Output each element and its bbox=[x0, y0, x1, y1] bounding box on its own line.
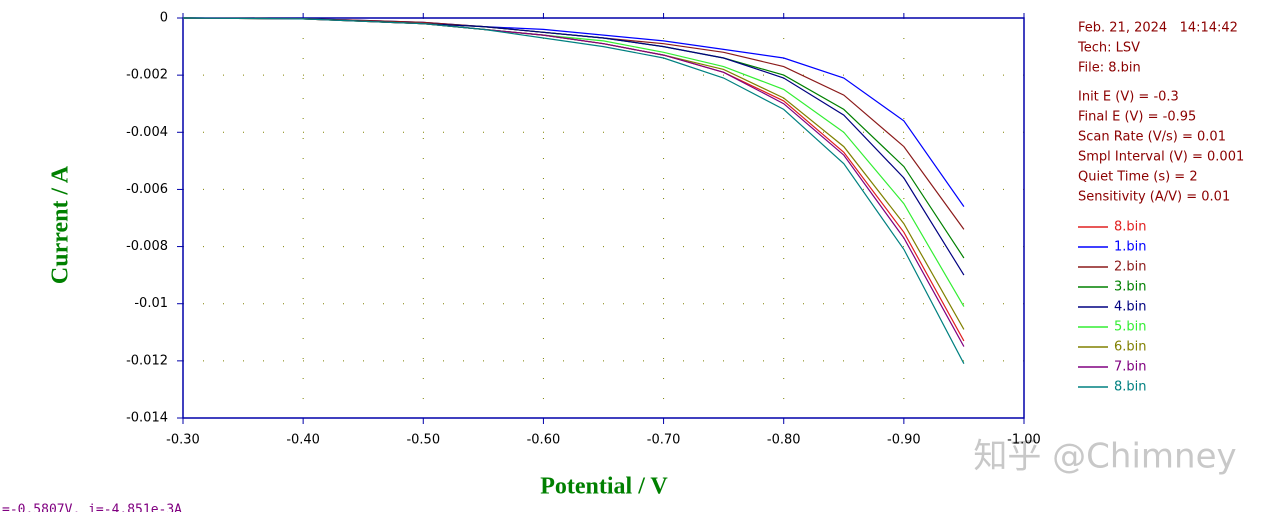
parameter-text: Scan Rate (V/s) = 0.01 bbox=[1078, 130, 1226, 145]
y-tick-label: -0.004 bbox=[126, 125, 168, 140]
info-text: File: 8.bin bbox=[1078, 61, 1141, 76]
y-tick-label: -0.008 bbox=[126, 239, 168, 254]
y-tick-label: -0.012 bbox=[126, 353, 168, 368]
legend-label: 4.bin bbox=[1114, 300, 1147, 315]
legend-label: 6.bin bbox=[1114, 340, 1147, 355]
parameter-text: Quiet Time (s) = 2 bbox=[1078, 170, 1198, 185]
parameter-text: Sensitivity (A/V) = 0.01 bbox=[1078, 190, 1230, 205]
status-text: =-0.5807V, i=-4.851e-3A bbox=[2, 503, 182, 512]
x-tick-label: -0.90 bbox=[887, 433, 921, 448]
legend-label: 1.bin bbox=[1114, 240, 1147, 255]
info-text: Feb. 21, 2024 14:14:42 bbox=[1078, 21, 1238, 36]
x-tick-label: -1.00 bbox=[1007, 433, 1041, 448]
y-tick-label: -0.01 bbox=[134, 296, 168, 311]
legend-label: 7.bin bbox=[1114, 360, 1147, 375]
y-tick-label: -0.002 bbox=[126, 68, 168, 83]
parameter-text: Smpl Interval (V) = 0.001 bbox=[1078, 150, 1244, 165]
parameter-text: Init E (V) = -0.3 bbox=[1078, 90, 1179, 105]
legend-label: 3.bin bbox=[1114, 280, 1147, 295]
legend-label: 8.bin bbox=[1114, 380, 1147, 395]
series-line bbox=[182, 17, 965, 230]
x-axis-title: Potential / V bbox=[540, 474, 668, 500]
y-tick-label: 0 bbox=[160, 11, 168, 26]
x-tick-label: -0.70 bbox=[647, 433, 681, 448]
y-tick-label: -0.006 bbox=[126, 182, 168, 197]
series-line bbox=[182, 17, 965, 364]
info-text: Tech: LSV bbox=[1077, 41, 1140, 56]
x-tick-label: -0.30 bbox=[166, 433, 200, 448]
x-tick-label: -0.60 bbox=[527, 433, 561, 448]
legend-label: 8.bin bbox=[1114, 220, 1147, 235]
x-tick-label: -0.80 bbox=[767, 433, 801, 448]
watermark: 知乎 @Chimney bbox=[973, 437, 1236, 477]
plot-frame bbox=[182, 17, 1025, 419]
parameter-text: Final E (V) = -0.95 bbox=[1078, 110, 1196, 125]
y-axis-title: Current / A bbox=[48, 165, 74, 284]
x-tick-label: -0.40 bbox=[286, 433, 320, 448]
legend-label: 5.bin bbox=[1114, 320, 1147, 335]
legend-label: 2.bin bbox=[1114, 260, 1147, 275]
y-tick-label: -0.014 bbox=[126, 411, 168, 426]
x-tick-label: -0.50 bbox=[406, 433, 440, 448]
